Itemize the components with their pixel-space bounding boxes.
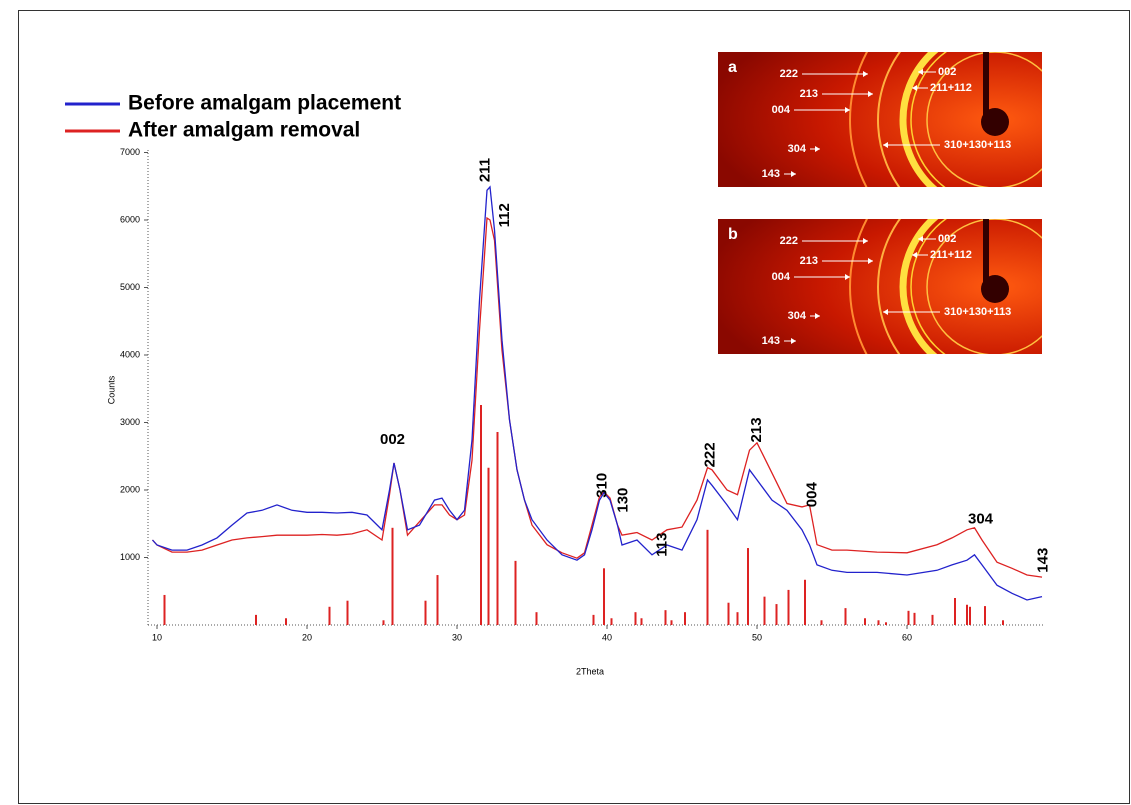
x-tick-label: 60 <box>902 632 912 642</box>
beam-stop <box>981 108 1009 136</box>
y-tick-label: 6000 <box>120 214 140 224</box>
series-line <box>152 216 1043 578</box>
diffraction-ring <box>926 52 1042 187</box>
ring-arrowhead <box>845 274 850 280</box>
peak-label: 004 <box>803 482 820 508</box>
ring-arrowhead <box>791 338 796 344</box>
ring-arrowhead <box>918 236 923 242</box>
beam-stop <box>981 275 1009 303</box>
legend-label: Before amalgam placement <box>128 92 401 115</box>
x-tick-label: 40 <box>602 632 612 642</box>
peak-label: 222 <box>701 442 718 467</box>
peak-label: 130 <box>614 488 631 513</box>
x-tick-label: 10 <box>152 632 162 642</box>
diffraction-ring <box>899 219 939 354</box>
y-tick-label: 3000 <box>120 417 140 427</box>
ring-label: 002 <box>938 233 956 245</box>
peak-label: 112 <box>496 203 513 227</box>
x-tick-label: 30 <box>452 632 462 642</box>
ring-arrowhead <box>815 146 820 152</box>
ring-arrowhead <box>918 69 923 75</box>
legend-label: After amalgam removal <box>128 119 360 142</box>
inset-image <box>718 52 1042 187</box>
inset-image <box>718 219 1042 354</box>
diffraction-ring <box>877 52 902 187</box>
ring-arrowhead <box>912 252 917 258</box>
ring-label: 222 <box>780 68 798 80</box>
y-axis-label: Counts <box>106 375 116 404</box>
ring-arrowhead <box>815 313 820 319</box>
ring-label: 213 <box>800 88 818 100</box>
ring-arrowhead <box>863 238 868 244</box>
peak-label: 304 <box>968 511 994 528</box>
peak-label: 143 <box>1034 548 1051 573</box>
ring-arrowhead <box>883 142 888 148</box>
ring-label: 211+112 <box>930 82 972 94</box>
ring-arrowhead <box>912 85 917 91</box>
x-axis-label: 2Theta <box>576 666 604 676</box>
ring-label: 310+130+113 <box>944 139 1011 151</box>
diffraction-ring <box>910 219 947 354</box>
x-tick-label: 50 <box>752 632 762 642</box>
ring-arrowhead <box>791 171 796 177</box>
diffraction-ring <box>849 52 869 187</box>
ring-arrowhead <box>868 91 873 97</box>
diffraction-ring <box>877 219 902 354</box>
inset: b 222 002 213 211+112 004 304 310+130+113 143 <box>718 219 1042 354</box>
x-tick-label: 20 <box>302 632 312 642</box>
ring-arrowhead <box>863 71 868 77</box>
ring-arrowhead <box>845 107 850 113</box>
peak-label: 211 <box>476 158 493 182</box>
ring-label: 002 <box>938 66 956 78</box>
peak-label: 310 <box>593 473 610 498</box>
frame <box>18 10 1130 804</box>
inset-letter: b <box>728 226 738 243</box>
series-line <box>152 185 1043 601</box>
diffraction-ring <box>926 219 1042 354</box>
ring-label: 143 <box>762 335 780 347</box>
y-tick-label: 5000 <box>120 282 140 292</box>
y-tick-label: 1000 <box>120 552 140 562</box>
ring-arrowhead <box>883 309 888 315</box>
y-tick-label: 2000 <box>120 484 140 494</box>
ring-label: 211+112 <box>930 249 972 261</box>
ring-label: 304 <box>788 310 807 322</box>
diffraction-ring <box>899 52 939 187</box>
ring-label: 004 <box>772 104 791 116</box>
ring-label: 310+130+113 <box>944 306 1011 318</box>
peak-label: 213 <box>748 417 765 442</box>
diffraction-ring <box>849 219 869 354</box>
ring-label: 222 <box>780 235 798 247</box>
ring-arrowhead <box>868 258 873 264</box>
y-tick-label: 4000 <box>120 349 140 359</box>
ring-label: 213 <box>800 255 818 267</box>
ring-label: 004 <box>772 271 791 283</box>
peak-label: 002 <box>380 431 405 448</box>
ring-label: 143 <box>762 168 780 180</box>
diffraction-ring <box>910 52 947 187</box>
y-tick-label: 7000 <box>120 147 140 157</box>
ring-label: 304 <box>788 143 807 155</box>
inset: a 222 002 213 211+112 004 304 310+130+113 143 <box>718 52 1042 187</box>
peak-label: 113 <box>653 533 670 557</box>
inset-letter: a <box>728 59 737 76</box>
